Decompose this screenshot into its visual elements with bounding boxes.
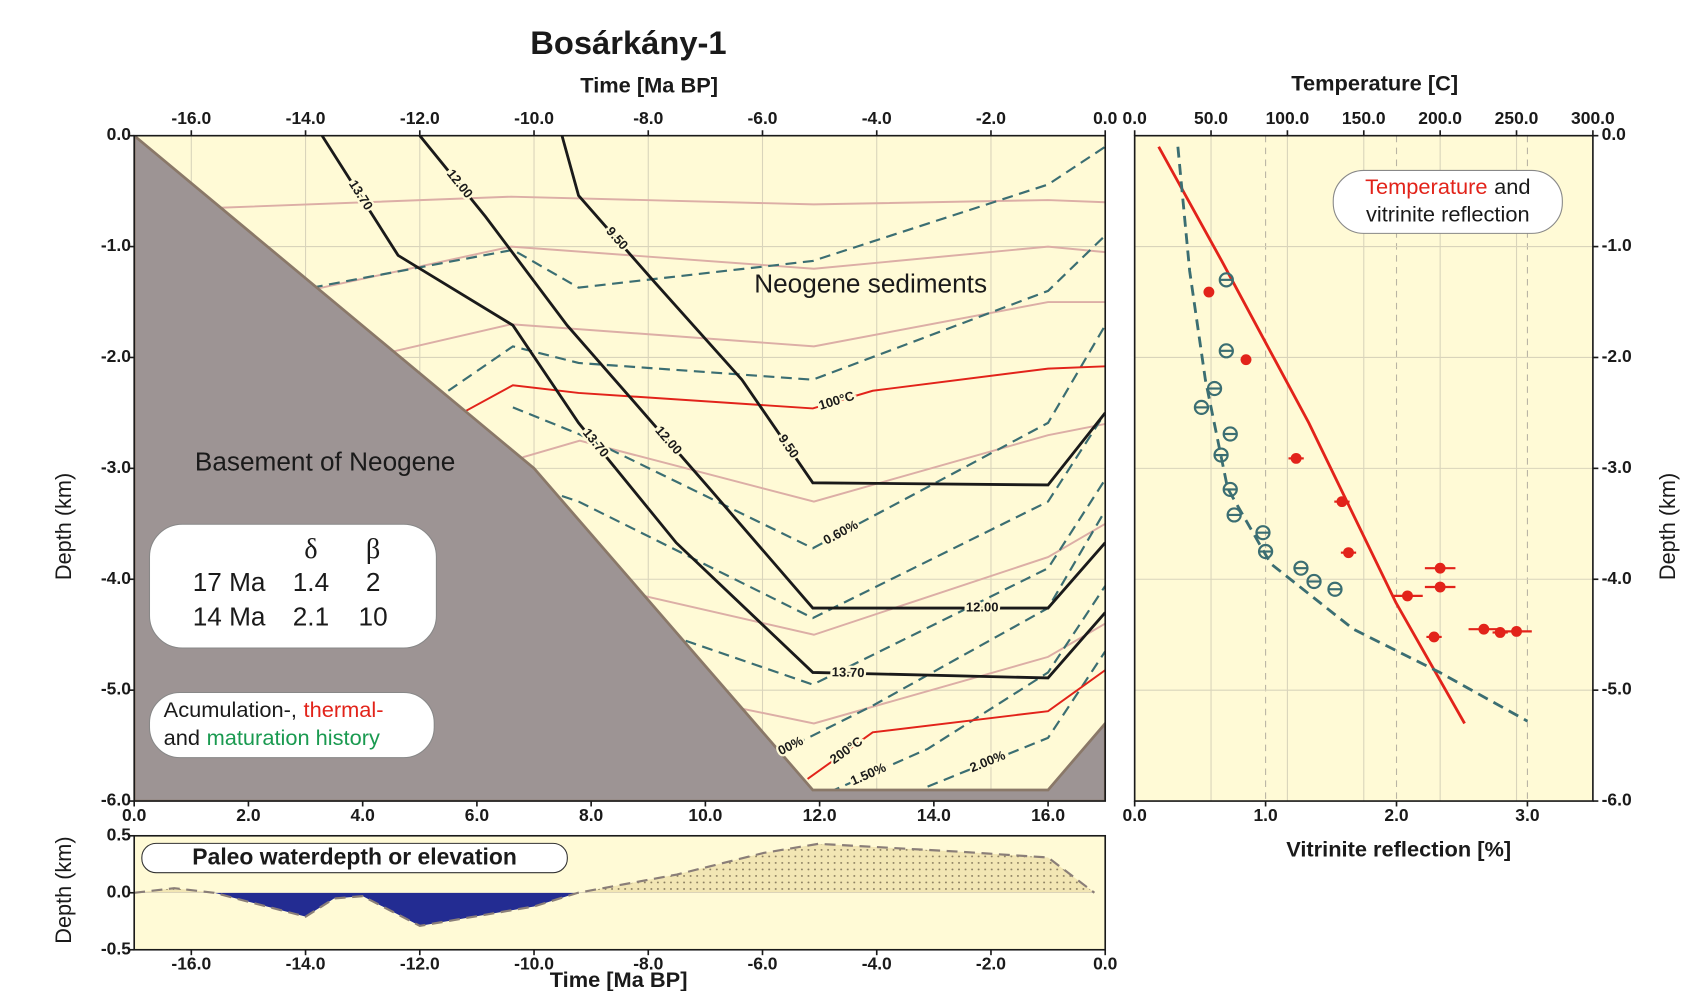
tick-label: 0.0 <box>1123 805 1147 825</box>
tick-label: -16.0 <box>171 108 211 128</box>
caption-line: and maturation history <box>164 725 380 750</box>
data-point <box>1478 624 1489 635</box>
tick-label: 12.0 <box>803 805 837 825</box>
y-axis-title: Depth (km) <box>51 836 76 943</box>
tick-label: 200.0 <box>1418 108 1462 128</box>
data-point <box>1435 563 1446 574</box>
tick-label: 0.0 <box>122 805 146 825</box>
data-point <box>1511 626 1522 637</box>
tick-label: 2.0 <box>1384 805 1408 825</box>
tick-label: -12.0 <box>400 954 440 974</box>
tick-label: -4.0 <box>1602 568 1632 588</box>
tick-label: -10.0 <box>514 954 554 974</box>
tick-label: -1.0 <box>1602 235 1632 255</box>
table-cell: 2 <box>366 567 381 597</box>
table-header: β <box>366 534 380 565</box>
y-axis-title: Depth (km) <box>1655 473 1680 580</box>
y-axis-title: Depth (km) <box>51 473 76 580</box>
tick-label: -3.0 <box>1602 457 1632 477</box>
caption-part: and <box>164 725 200 750</box>
tick-label: -12.0 <box>400 108 440 128</box>
tick-label: 0.0 <box>1602 124 1626 144</box>
tick-label: 10.0 <box>688 805 722 825</box>
tick-label: -4.0 <box>101 568 131 588</box>
line-label: 12.00 <box>966 600 999 615</box>
tick-label: -4.0 <box>862 108 892 128</box>
line-label: 13.70 <box>832 664 865 680</box>
tick-label: -16.0 <box>171 954 211 974</box>
legend-joiner: and <box>1494 174 1530 199</box>
caption-part: Acumulation-, <box>164 697 297 722</box>
data-point <box>1429 631 1440 642</box>
tick-label: -3.0 <box>101 457 131 477</box>
tick-label: -14.0 <box>286 954 326 974</box>
tick-label: -6.0 <box>1602 790 1632 810</box>
tick-label: 250.0 <box>1495 108 1539 128</box>
basement-label: Basement of Neogene <box>195 446 455 476</box>
table-header: δ <box>304 534 317 565</box>
data-point <box>1435 582 1446 593</box>
x-axis-title: Time [Ma BP] <box>550 967 688 991</box>
tick-label: 0.0 <box>1093 954 1117 974</box>
annotation: Neogene sediments <box>754 268 987 298</box>
tick-label: -2.0 <box>1602 346 1632 366</box>
x2-axis-title: Vitrinite reflection [%] <box>1286 837 1511 862</box>
table-cell: 2.1 <box>293 602 329 632</box>
table-cell: 17 Ma <box>193 567 266 597</box>
data-point <box>1203 287 1214 298</box>
tick-label: -2.0 <box>101 346 131 366</box>
tick-label: -14.0 <box>286 108 326 128</box>
x-axis-title: Temperature [C] <box>1291 70 1458 95</box>
chart-title: Paleo waterdepth or elevation <box>192 844 517 870</box>
tick-label: 1.0 <box>1253 805 1277 825</box>
tick-label: 0.5 <box>107 824 132 844</box>
tick-label: -10.0 <box>514 108 554 128</box>
legend-entry: vitrinite reflection <box>1366 202 1530 227</box>
tick-label: -0.5 <box>101 938 131 958</box>
tick-label: -4.0 <box>862 954 892 974</box>
page: {"chart_data": [ {"type": "line", "title… <box>0 0 1702 991</box>
caption-part: thermal- <box>304 697 384 722</box>
data-point <box>1291 453 1302 464</box>
tick-label: 16.0 <box>1031 805 1065 825</box>
tick-label: -2.0 <box>976 108 1006 128</box>
data-point <box>1343 547 1354 558</box>
tick-label: 14.0 <box>917 805 951 825</box>
chart-title: Bosárkány-1 <box>530 24 726 61</box>
data-point <box>1241 354 1252 365</box>
tick-label: -5.0 <box>1602 679 1632 699</box>
figure: -16.0-14.0-12.0-10.0-8.0-6.0-4.0-2.00.00… <box>0 0 1702 991</box>
tick-label: 2.0 <box>236 805 260 825</box>
legend-line: Temperature and <box>1365 174 1530 199</box>
tick-label: -8.0 <box>633 108 663 128</box>
tick-label: 4.0 <box>351 805 375 825</box>
table-cell: 10 <box>359 602 388 632</box>
tick-label: 100.0 <box>1266 108 1310 128</box>
tick-label: 150.0 <box>1342 108 1386 128</box>
x-axis-title: Time [Ma BP] <box>580 73 718 98</box>
tick-label: 0.0 <box>1123 108 1147 128</box>
table-cell: 1.4 <box>293 567 329 597</box>
tick-label: -6.0 <box>747 108 777 128</box>
tick-label: 0.0 <box>1093 108 1117 128</box>
caption-part: maturation history <box>207 725 380 750</box>
tick-label: -5.0 <box>101 679 131 699</box>
tick-label: 0.0 <box>107 124 131 144</box>
tick-label: 8.0 <box>579 805 603 825</box>
tick-label: 0.0 <box>107 881 131 901</box>
caption-line: Acumulation-, thermal- <box>164 697 384 722</box>
tick-label: 6.0 <box>465 805 489 825</box>
data-point <box>1402 590 1413 601</box>
tick-label: -6.0 <box>747 954 777 974</box>
tick-label: -1.0 <box>101 235 131 255</box>
table-cell: 14 Ma <box>193 602 266 632</box>
tick-label: 50.0 <box>1194 108 1228 128</box>
legend-entry: Temperature <box>1365 174 1487 199</box>
tick-label: -2.0 <box>976 954 1006 974</box>
tick-label: 3.0 <box>1515 805 1539 825</box>
data-point <box>1495 627 1506 638</box>
